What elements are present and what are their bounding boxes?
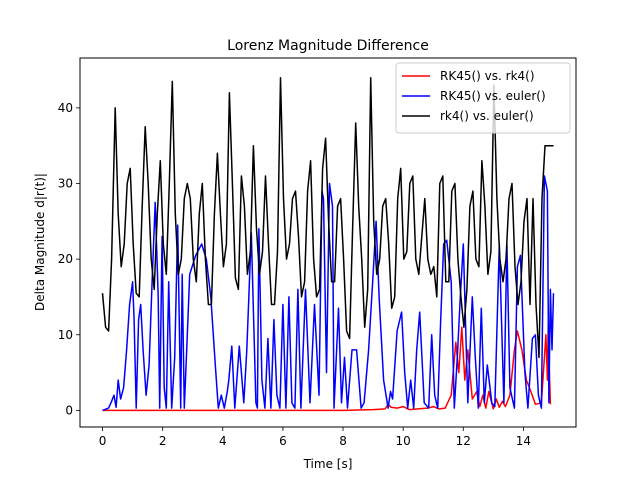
x-tick-label: 6 xyxy=(279,434,287,448)
x-tick-label: 0 xyxy=(99,434,107,448)
series-layer xyxy=(101,76,555,412)
series-line-1 xyxy=(102,175,555,412)
y-tick-label: 30 xyxy=(58,177,73,191)
legend-label-2: rk4() vs. euler() xyxy=(440,109,534,123)
ticks-layer: 0 2 4 6 8 10 12 14 0 10 20 30 40 xyxy=(58,101,531,448)
x-tick-label: 8 xyxy=(339,434,347,448)
x-axis-title: Time [s] xyxy=(303,457,353,471)
y-tick-label: 40 xyxy=(58,101,73,115)
x-tick-label: 2 xyxy=(159,434,167,448)
x-tick-label: 10 xyxy=(396,434,411,448)
legend: RK45() vs. rk4() RK45() vs. euler() rk4() … xyxy=(395,62,571,134)
y-tick-label: 10 xyxy=(58,328,73,342)
plot-frame xyxy=(79,57,577,428)
y-tick-label: 20 xyxy=(58,252,73,266)
legend-label-1: RK45() vs. euler() xyxy=(440,89,546,103)
chart-title: Lorenz Magnitude Difference xyxy=(227,38,429,54)
x-tick-label: 14 xyxy=(516,434,531,448)
legend-label-0: RK45() vs. rk4() xyxy=(440,69,535,83)
series-line-2 xyxy=(101,76,554,359)
legend-items: RK45() vs. rk4() RK45() vs. euler() rk4() … xyxy=(402,69,546,123)
x-tick-label: 4 xyxy=(219,434,227,448)
y-axis-title: Delta Magnitude d|r(t)| xyxy=(33,173,47,311)
y-tick-label: 0 xyxy=(65,403,73,417)
legend-box xyxy=(395,62,571,134)
x-tick-label: 12 xyxy=(456,434,471,448)
